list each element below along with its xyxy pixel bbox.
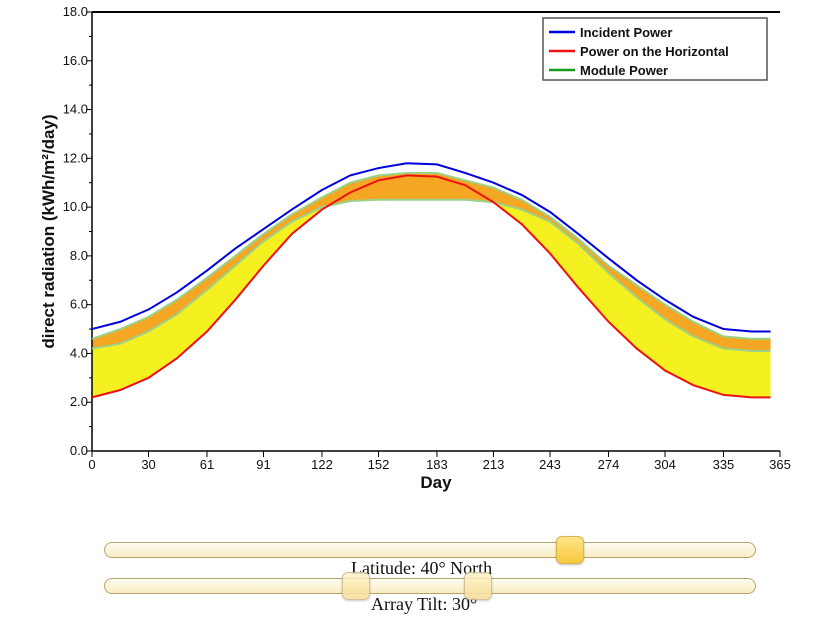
chart-legend: Incident Power Power on the Horizontal Mod… [542, 17, 768, 81]
x-tick-label: 30 [141, 457, 155, 472]
x-tick-label: 91 [256, 457, 270, 472]
y-tick-label: 6.0 [70, 297, 88, 312]
x-tick-label: 183 [426, 457, 448, 472]
y-tick-label: 0.0 [70, 443, 88, 458]
tilt-slider-handle[interactable] [464, 572, 492, 600]
y-tick-label: 18.0 [63, 4, 88, 19]
x-tick-label: 243 [539, 457, 561, 472]
x-tick-label: 213 [483, 457, 505, 472]
chart-axes: 0.0 2.0 4.0 6.0 8.0 10.0 12.0 14.0 16.0 18.0 0 30 61… [63, 4, 791, 472]
yellow-fill-area [92, 172, 771, 398]
y-tick-label: 16.0 [63, 53, 88, 68]
radiation-chart: 0.0 2.0 4.0 6.0 8.0 10.0 12.0 14.0 16.0 18.0 0 30 61… [39, 4, 791, 492]
tilt-slider[interactable] [104, 578, 756, 594]
x-tick-label: 304 [654, 457, 676, 472]
latitude-label: Latitude: 40° North [351, 558, 493, 578]
latitude-slider-handle[interactable] [555, 536, 584, 564]
x-tick-label: 365 [769, 457, 791, 472]
legend-box [542, 17, 768, 81]
x-tick-label: 335 [713, 457, 735, 472]
y-tick-label: 12.0 [63, 150, 88, 165]
tilt-label: Array Tilt: 30° [371, 594, 478, 614]
legend-label: Incident Power [580, 25, 672, 40]
module-power-upper-line [91, 171, 771, 340]
legend-label: Power on the Horizontal [580, 44, 729, 59]
incident-power-line [91, 162, 771, 333]
x-tick-label: 0 [88, 457, 95, 472]
y-axis-title: direct radiation (kWh/m²/day) [39, 114, 58, 348]
latitude-slider[interactable] [104, 542, 756, 558]
y-tick-label: 10.0 [63, 199, 88, 214]
chart-lines [91, 162, 771, 399]
chart-fills [92, 172, 771, 398]
x-axis-title: Day [420, 473, 452, 492]
module-power-lower-line [91, 198, 771, 353]
x-tick-label: 61 [200, 457, 214, 472]
y-tick-label: 8.0 [70, 248, 88, 263]
x-tick-label: 274 [598, 457, 620, 472]
x-tick-label: 152 [368, 457, 390, 472]
power-on-horizontal-line [91, 174, 771, 399]
y-tick-label: 14.0 [63, 102, 88, 117]
tilt-slider-ghost-handle[interactable] [342, 572, 370, 600]
y-tick-label: 2.0 [70, 394, 88, 409]
legend-label: Module Power [580, 63, 668, 78]
x-tick-label: 122 [311, 457, 333, 472]
y-tick-label: 4.0 [70, 345, 88, 360]
